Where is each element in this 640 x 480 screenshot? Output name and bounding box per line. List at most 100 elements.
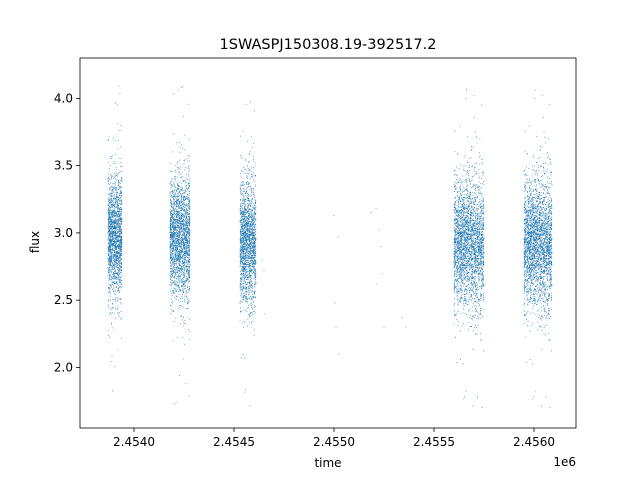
data-point [242, 205, 244, 207]
data-point [119, 271, 121, 273]
data-point [246, 193, 248, 195]
data-point [109, 336, 110, 338]
data-point [176, 213, 178, 214]
data-point [113, 198, 115, 200]
data-point [240, 190, 242, 192]
data-point [111, 192, 113, 194]
data-point [177, 184, 179, 186]
data-point [118, 157, 120, 159]
data-point [116, 169, 118, 171]
data-point [172, 268, 173, 270]
data-point [110, 176, 112, 178]
data-point [116, 273, 118, 275]
data-point [178, 192, 180, 194]
data-point [178, 236, 179, 238]
data-point [187, 278, 189, 280]
data-point [174, 257, 176, 259]
data-point [117, 238, 119, 240]
data-point [111, 253, 113, 255]
data-point [177, 277, 179, 279]
data-point [187, 272, 189, 273]
data-point [115, 256, 117, 258]
data-point [120, 180, 121, 182]
data-point [170, 263, 172, 264]
data-point [115, 264, 117, 266]
data-point [178, 210, 180, 212]
data-point [182, 239, 184, 241]
data-point [183, 255, 185, 257]
data-point [171, 217, 173, 219]
data-point [189, 207, 191, 209]
data-point [178, 261, 180, 263]
data-point [183, 215, 185, 217]
data-point [115, 291, 117, 293]
data-point [178, 263, 180, 265]
data-point [183, 288, 185, 290]
data-point [188, 197, 189, 199]
data-point [117, 267, 119, 269]
data-point [112, 235, 114, 237]
data-point [253, 305, 255, 307]
data-point [182, 234, 184, 236]
data-point [245, 296, 247, 297]
data-point [110, 219, 112, 221]
data-point [108, 162, 110, 164]
data-point [172, 241, 174, 243]
data-point [115, 192, 117, 194]
data-point [173, 212, 175, 214]
data-point [184, 266, 186, 268]
data-point [184, 192, 186, 194]
data-point [169, 253, 171, 255]
data-point [170, 255, 172, 257]
data-point [183, 267, 185, 268]
data-point [181, 278, 183, 280]
data-point [249, 241, 251, 243]
data-point [111, 215, 113, 217]
data-point [174, 228, 176, 230]
data-point [185, 230, 187, 232]
data-point [120, 338, 122, 340]
data-point [120, 201, 122, 203]
data-point [118, 244, 120, 246]
data-point [252, 258, 254, 260]
data-point [179, 240, 181, 242]
data-point [115, 277, 117, 279]
data-point [115, 286, 117, 288]
data-point [183, 265, 184, 266]
data-point [181, 259, 183, 261]
data-point [177, 276, 179, 278]
data-point [250, 213, 252, 215]
data-point [180, 270, 182, 272]
data-point [107, 177, 109, 179]
data-point [181, 254, 183, 256]
data-point [117, 262, 119, 264]
data-point [187, 282, 189, 284]
data-point [108, 224, 110, 226]
data-point [239, 295, 241, 297]
data-point [113, 187, 115, 188]
data-point [172, 291, 174, 293]
data-point [255, 273, 257, 275]
data-point [248, 322, 250, 324]
data-point [174, 249, 176, 251]
data-point [171, 204, 173, 206]
data-point [178, 212, 180, 214]
data-point [254, 226, 256, 227]
data-point [108, 279, 110, 281]
data-point [189, 199, 191, 201]
data-point [175, 231, 177, 233]
data-point [181, 251, 183, 253]
data-point [189, 280, 191, 282]
data-point [184, 299, 185, 300]
data-point [169, 279, 171, 281]
data-point [183, 233, 185, 235]
data-point [175, 195, 177, 197]
data-point [117, 185, 119, 187]
data-point [249, 188, 251, 190]
data-point [118, 267, 120, 269]
data-point [188, 206, 190, 208]
data-point [249, 207, 251, 209]
data-point [169, 237, 171, 239]
data-point [109, 222, 111, 224]
data-point [118, 261, 119, 263]
